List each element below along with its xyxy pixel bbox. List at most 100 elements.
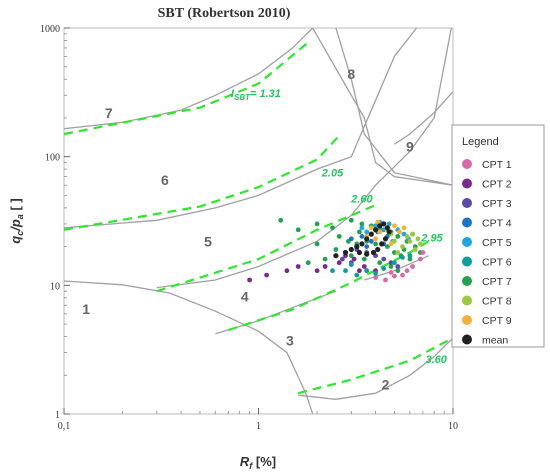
point-mean-10 (381, 221, 387, 227)
point-cpt-7-4 (330, 225, 335, 231)
point-cpt-5-3 (386, 221, 392, 227)
point-cpt-3-4 (381, 256, 387, 262)
point-cpt-8-7 (395, 250, 401, 255)
point-mean-3 (364, 251, 370, 257)
point-cpt-6-7 (392, 260, 397, 266)
zone-label-3: 3 (286, 333, 294, 349)
point-mean-17 (342, 249, 349, 256)
point-cpt-2-9 (295, 264, 301, 269)
point-cpt-8-4 (412, 247, 418, 252)
point-cpt-1-7 (388, 270, 394, 275)
point-cpt-5-1 (373, 223, 378, 229)
point-cpt-5-8 (359, 225, 365, 231)
point-cpt-2-7 (357, 268, 362, 274)
zone-label-7: 7 (105, 105, 113, 121)
point-cpt-6-4 (373, 270, 378, 276)
y-axis-label: qc/pa [ ] (8, 198, 25, 243)
legend-marker-cpt-2 (462, 178, 472, 189)
point-cpt-7-20 (407, 256, 413, 262)
plot-area (63, 27, 454, 415)
point-cpt-9-4 (392, 223, 397, 229)
legend-title: Legend (462, 136, 499, 148)
point-cpt-7-2 (295, 227, 301, 233)
ic-label-5: 3.60 (425, 354, 447, 366)
point-cpt-8-10 (415, 236, 421, 242)
point-mean-9 (384, 225, 390, 231)
point-mean-12 (373, 227, 379, 233)
point-cpt-1-2 (383, 277, 388, 283)
point-cpt-8-6 (418, 241, 423, 247)
legend-label-cpt-7: CPT 7 (482, 276, 512, 288)
point-cpt-6-10 (407, 253, 413, 259)
point-cpt-7-21 (333, 247, 339, 252)
legend-label-cpt-9: CPT 9 (482, 315, 512, 327)
point-mean-6 (379, 241, 385, 247)
zone-labels: 1 2 3 4 5 6 7 8 9 (82, 66, 414, 392)
zone-label-9: 9 (406, 138, 414, 154)
point-cpt-9-9 (388, 241, 394, 247)
point-mean-4 (370, 249, 377, 256)
point-cpt-7-36 (314, 241, 320, 247)
point-cpt-8-2 (400, 244, 405, 250)
point-cpt-8-3 (407, 238, 413, 244)
legend-marker-mean (462, 334, 472, 345)
point-cpt-9-11 (375, 219, 381, 225)
point-cpt-9-1 (368, 225, 374, 231)
point-cpt-7-23 (361, 256, 367, 262)
zone-boundary-4 (64, 28, 418, 229)
point-cpt-9-2 (377, 229, 383, 235)
x-tick-label-2: 1 (256, 421, 261, 432)
point-cpt-7-24 (377, 260, 383, 266)
data-points (247, 217, 426, 283)
point-mean-7 (382, 236, 389, 242)
y-tick-label-3: 100 (45, 153, 60, 164)
point-cpt-8-5 (404, 234, 410, 239)
zone-label-6: 6 (161, 172, 169, 188)
legend-marker-cpt-5 (462, 237, 472, 247)
legend-label-cpt-3: CPT 3 (482, 198, 512, 210)
x-tick-label-1: 0,1 (58, 421, 71, 432)
point-mean-1 (348, 246, 354, 253)
point-cpt-2-6 (336, 260, 342, 266)
zone-boundary-2 (298, 337, 453, 400)
point-cpt-9-10 (401, 225, 407, 231)
point-cpt-7-29 (322, 256, 328, 262)
chart-title: SBT (Robertson 2010) (158, 6, 291, 21)
point-cpt-3-7 (388, 260, 394, 266)
point-mean-16 (354, 244, 360, 250)
point-cpt-9-8 (373, 236, 378, 242)
point-cpt-2-3 (361, 264, 367, 269)
ic-label-3: 2.60 (350, 194, 373, 206)
ic-line-3 (156, 204, 377, 293)
point-cpt-6-8 (400, 255, 405, 260)
x-axis-label: Rf [%] (240, 454, 276, 471)
legend-marker-cpt-7 (462, 276, 472, 286)
point-cpt-7-10 (395, 234, 401, 239)
point-cpt-6-2 (354, 272, 360, 278)
y-tick-label-2: 10 (50, 281, 60, 292)
legend-marker-cpt-9 (462, 315, 472, 325)
legend-label-cpt-2: CPT 2 (482, 179, 512, 191)
point-cpt-3-8 (395, 264, 401, 269)
point-mean-14 (364, 236, 370, 242)
legend-marker-cpt-6 (462, 256, 472, 267)
point-cpt-2-8 (284, 268, 290, 274)
ic-lines (64, 39, 453, 395)
zone-boundary-7 (335, 28, 453, 186)
legend-marker-cpt-3 (462, 198, 472, 208)
point-cpt-1-5 (410, 264, 415, 269)
point-cpt-2-2 (351, 256, 357, 262)
ic-labels: ISBT= 1.31 2.05 2.60 2.95 3.60 (231, 88, 448, 366)
legend-label-mean: mean (482, 335, 508, 347)
point-cpt-2-12 (264, 272, 269, 278)
x-tick-label-3: 10 (448, 421, 458, 432)
point-cpt-1-1 (373, 275, 378, 280)
zone-boundaries (64, 28, 453, 414)
point-cpt-7-25 (388, 264, 394, 269)
point-cpt-8-8 (410, 231, 415, 237)
legend: Legend CPT 1 CPT 2 CPT 3 CPT 4 CPT 5 CPT 6 CPT… (451, 124, 545, 348)
zone-boundary-3 (156, 28, 452, 289)
point-cpt-3-6 (340, 256, 345, 262)
